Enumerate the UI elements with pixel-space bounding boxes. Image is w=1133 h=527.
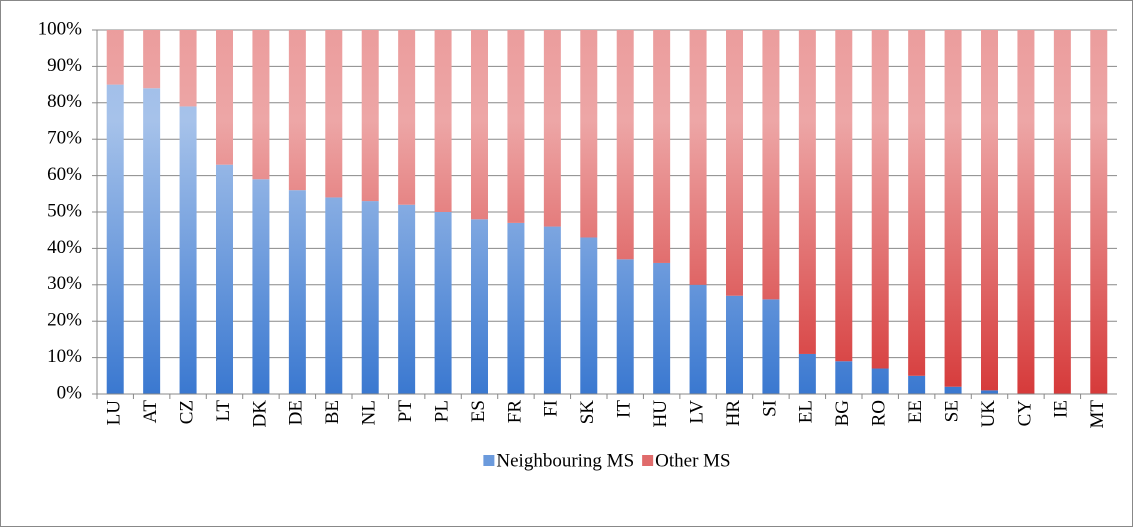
bar-segment bbox=[361, 30, 379, 202]
bar-segment bbox=[580, 237, 598, 394]
bar-segment bbox=[179, 106, 197, 394]
x-tick-label: EL bbox=[796, 400, 817, 423]
x-tick-label: LV bbox=[686, 400, 707, 424]
bar-segment bbox=[762, 30, 780, 300]
x-tick-label: NL bbox=[359, 400, 380, 425]
x-tick-label: LT bbox=[213, 400, 234, 422]
x-tick-label: HR bbox=[723, 400, 744, 427]
bar-segment bbox=[288, 190, 306, 394]
y-tick-label: 0% bbox=[57, 382, 83, 403]
bar-segment bbox=[944, 30, 962, 387]
bar-segment bbox=[981, 30, 998, 391]
bar-segment bbox=[616, 259, 634, 394]
bar-segment bbox=[616, 30, 634, 260]
bar-segment bbox=[288, 30, 306, 191]
y-tick-label: 40% bbox=[47, 237, 82, 258]
bar-segment bbox=[252, 179, 270, 394]
y-tick-label: 10% bbox=[47, 346, 82, 367]
x-tick-label: PT bbox=[395, 400, 416, 423]
x-tick-label: UK bbox=[978, 400, 999, 428]
x-tick-label: BE bbox=[322, 400, 343, 424]
bar-segment bbox=[653, 30, 671, 263]
x-tick-label: ES bbox=[468, 400, 489, 422]
bar-segment bbox=[325, 197, 343, 394]
x-tick-label: FI bbox=[541, 400, 562, 417]
x-tick-label: SE bbox=[941, 400, 962, 422]
bar-segment bbox=[106, 30, 124, 85]
bar-segment bbox=[325, 30, 343, 198]
bar-segment bbox=[689, 30, 707, 285]
bar-segment bbox=[726, 295, 743, 394]
bar-segment bbox=[1053, 30, 1071, 394]
bar-segment bbox=[507, 222, 525, 394]
bar-segment bbox=[179, 30, 197, 107]
bar-segment bbox=[216, 30, 233, 165]
y-tick-label: 60% bbox=[47, 164, 82, 185]
bar-segment bbox=[981, 390, 998, 394]
bar-segment bbox=[944, 386, 962, 394]
x-tick-label: DK bbox=[249, 400, 270, 428]
x-tick-label: EE bbox=[905, 400, 926, 423]
x-tick-label: AT bbox=[140, 400, 161, 424]
x-tick-label: IT bbox=[614, 400, 635, 418]
y-tick-label: 50% bbox=[47, 200, 82, 221]
y-tick-label: 30% bbox=[47, 273, 82, 294]
y-tick-label: 20% bbox=[47, 310, 82, 331]
bar-segment bbox=[434, 30, 452, 212]
bar-segment bbox=[471, 219, 488, 394]
bar-segment bbox=[653, 262, 671, 394]
x-tick-label: PL bbox=[431, 400, 452, 422]
legend-label: Other MS bbox=[655, 450, 730, 471]
bar-segment bbox=[908, 30, 926, 376]
bar-segment bbox=[543, 226, 561, 394]
bar-segment bbox=[434, 212, 452, 394]
x-tick-label: IE bbox=[1051, 400, 1072, 418]
bar-segment bbox=[216, 164, 233, 394]
x-tick-label: SK bbox=[577, 400, 598, 425]
bar-segment bbox=[798, 30, 816, 354]
x-tick-label: FR bbox=[504, 400, 525, 424]
bar-segment bbox=[398, 204, 416, 394]
bar-segment bbox=[143, 88, 161, 395]
legend-swatch bbox=[642, 455, 654, 466]
x-tick-label: CY bbox=[1014, 400, 1035, 427]
bar-segment bbox=[908, 375, 926, 394]
x-tick-label: MT bbox=[1087, 400, 1108, 429]
bar-segment bbox=[726, 30, 743, 296]
legend: Neighbouring MS Other MS bbox=[483, 450, 731, 471]
bar-segment bbox=[871, 368, 889, 394]
bar-segment bbox=[106, 84, 124, 394]
y-tick-label: 90% bbox=[47, 55, 82, 76]
bar-segment bbox=[835, 361, 853, 394]
bar-segment bbox=[798, 353, 816, 394]
bar-segment bbox=[543, 30, 561, 227]
x-tick-label: CZ bbox=[176, 400, 197, 424]
bar-segment bbox=[580, 30, 598, 238]
bar-segment bbox=[143, 30, 161, 89]
bar-segment bbox=[689, 284, 707, 394]
bar-segment bbox=[361, 201, 379, 394]
bar-segment bbox=[1017, 30, 1035, 394]
x-tick-label: LU bbox=[104, 400, 125, 426]
x-tick-label: BG bbox=[832, 400, 853, 427]
x-tick-label: HU bbox=[650, 400, 671, 428]
x-tick-label: DE bbox=[286, 400, 307, 425]
bar-segment bbox=[507, 30, 525, 223]
bar-segment bbox=[835, 30, 853, 362]
bar-segment bbox=[1090, 30, 1108, 394]
x-tick-label: RO bbox=[869, 400, 890, 426]
bar-segment bbox=[762, 299, 780, 394]
legend-swatch bbox=[483, 455, 495, 466]
x-tick-label: SI bbox=[759, 400, 780, 417]
bar-segment bbox=[871, 30, 889, 369]
y-tick-label: 100% bbox=[38, 18, 83, 39]
y-tick-label: 80% bbox=[47, 91, 82, 112]
bar-segment bbox=[252, 30, 270, 180]
y-tick-label: 70% bbox=[47, 128, 82, 149]
bar-segment bbox=[398, 30, 416, 205]
legend-label: Neighbouring MS bbox=[496, 450, 634, 471]
bar-segment bbox=[471, 30, 488, 220]
